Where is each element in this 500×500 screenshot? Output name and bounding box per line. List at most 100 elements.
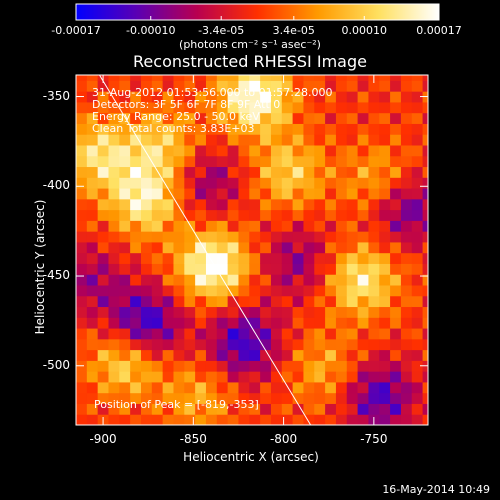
heatmap-cell [86,306,99,318]
heatmap-cell [281,252,294,264]
heatmap-cell [335,263,348,275]
heatmap-cell [270,220,283,232]
heatmap-cell [379,209,391,221]
heatmap-cell [205,360,218,372]
heatmap-cell [292,134,304,146]
heatmap-cell [346,371,359,383]
heatmap-cell [379,75,391,81]
heatmap-cell [335,198,348,211]
heatmap-cell [173,317,185,329]
heatmap-cell [195,392,207,404]
heatmap-cell [368,306,380,318]
heatmap-cell [86,360,99,372]
heatmap-cell [422,349,428,361]
heatmap-cell [411,166,424,178]
heatmap-cell [390,231,402,243]
heatmap-cell [184,91,196,103]
heatmap-cell [357,295,369,308]
heatmap-cell [205,263,218,275]
heatmap-cell [390,295,402,308]
heatmap-cell [76,75,88,81]
heatmap-cell [292,188,304,200]
heatmap-cell [195,360,207,372]
heatmap-cell [184,177,196,189]
heatmap-cell [281,403,294,415]
heatmap-cell [108,145,120,157]
heatmap-cell [195,306,207,318]
heatmap-cell [108,274,120,286]
heatmap-cell [151,177,164,189]
heatmap-cell [390,403,402,415]
heatmap-cell [260,285,272,297]
heatmap-cell [379,360,391,372]
heatmap-cell [173,80,185,92]
heatmap-cell [357,91,369,103]
heatmap-cell [238,317,250,329]
heatmap-cell [162,392,174,404]
heatmap-cell [216,252,229,264]
heatmap-cell [325,75,337,81]
heatmap-cell [205,220,218,232]
heatmap-cell [76,403,88,415]
heatmap-cell [108,360,120,372]
heatmap-cell [97,274,109,286]
heatmap-cell [119,295,131,308]
heatmap-cell [97,360,109,372]
heatmap-cell [162,188,174,200]
heatmap-cell [335,75,348,81]
heatmap-cell [368,360,380,372]
heatmap-cell [303,295,315,308]
heatmap-cell [151,414,164,425]
heatmap-cell [119,91,131,103]
colorbar-ticks [75,16,440,20]
heatmap-cell [130,231,142,243]
heatmap-cell [368,112,380,124]
heatmap-cell [368,166,380,178]
heatmap-cell [390,134,402,146]
heatmap-cell [379,112,391,124]
heatmap-cell [325,381,337,394]
heatmap-cell [162,371,174,383]
heatmap-cell [86,392,99,404]
heatmap-cell [400,274,413,286]
heatmap-cell [314,241,326,254]
heatmap-cell [303,317,315,329]
heatmap-cell [86,338,99,351]
heatmap-cell [238,381,250,394]
heatmap-cell [249,155,261,168]
heatmap-cell [346,101,359,114]
heatmap-cell [270,285,283,297]
heatmap-cell [357,274,369,286]
heatmap-cell [314,155,326,168]
heatmap-cell [303,155,315,168]
heatmap-cell [184,274,196,286]
heatmap-cell [249,209,261,221]
heatmap-cell [173,349,185,361]
heatmap-cell [130,198,142,211]
heatmap-cell [184,166,196,178]
heatmap-cell [314,123,326,135]
heatmap-cell [422,381,428,394]
heatmap-cell [249,241,261,254]
heatmap-cell [76,349,88,361]
heatmap-cell [411,360,424,372]
heatmap-cell [173,403,185,415]
heatmap-cell [140,231,153,243]
heatmap-cell [357,188,369,200]
colorbar [75,3,440,21]
heatmap-cell [335,80,348,92]
heatmap-cell [357,285,369,297]
heatmap-cell [260,392,272,404]
heatmap-cell [119,231,131,243]
heatmap-cell [97,112,109,124]
heatmap-cell [238,145,250,157]
heatmap-cell [270,317,283,329]
heatmap-cell [368,155,380,168]
heatmap-cell [411,295,424,308]
heatmap-cell [292,75,304,81]
heatmap-cell [130,112,142,124]
heatmap-cell [238,134,250,146]
heatmap-cell [216,155,229,168]
heatmap-cell [227,414,239,425]
